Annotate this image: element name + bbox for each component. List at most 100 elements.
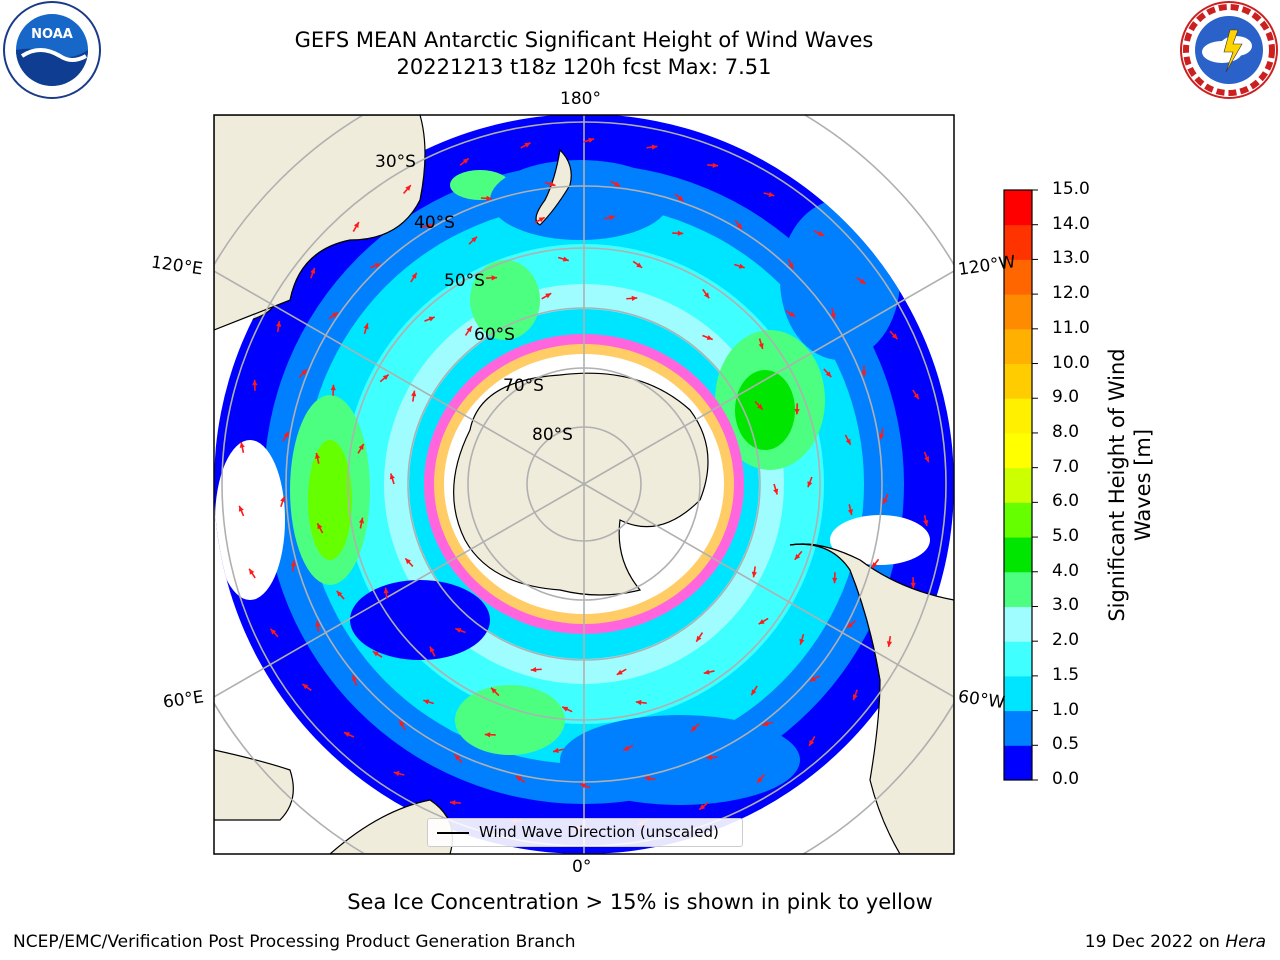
wind-arrow-head: [751, 689, 757, 696]
colorbar-tick-label: 13.0: [1052, 248, 1090, 269]
lat-label-70s: 70°S: [503, 376, 544, 396]
wind-arrow-head: [290, 560, 297, 567]
wind-arrow-head: [363, 323, 369, 330]
wind-arrow-head: [524, 142, 531, 148]
colorbar-segment: [1004, 606, 1032, 642]
wind-arrow-head: [239, 442, 245, 448]
wind-arrow-head: [677, 195, 684, 202]
lat-label-30s: 30°S: [375, 152, 416, 172]
colorbar-tick-label: 12.0: [1052, 283, 1090, 304]
wind-arrow-head: [762, 721, 769, 727]
legend-label: Wind Wave Direction (unscaled): [479, 823, 719, 841]
wind-arrow-head: [758, 619, 765, 625]
wind-arrow-head: [677, 230, 684, 236]
wind-arrow-head: [405, 558, 411, 565]
wind-arrow-head: [374, 263, 381, 269]
wind-arrow-head: [358, 517, 365, 524]
wind-arrow-head: [757, 777, 763, 783]
wind-arrow-head: [449, 800, 456, 806]
wind-arrow-head: [768, 191, 775, 197]
colorbar-segment: [1004, 432, 1032, 469]
wind-arrow-head: [515, 776, 522, 782]
colorbar-segment: [1004, 675, 1032, 712]
wind-arrow-head: [552, 747, 559, 754]
svg-text:NOAA: NOAA: [31, 27, 73, 42]
wind-arrow-head: [491, 275, 498, 281]
colorbar-tick-label: 7.0: [1052, 456, 1080, 477]
wind-arrow-head: [910, 582, 916, 589]
wind-arrow-head: [703, 669, 710, 675]
colorbar-segment: [1004, 571, 1032, 607]
wind-arrow-head: [690, 725, 697, 732]
colorbar-segment: [1004, 259, 1032, 295]
colorbar-tick-label: 1.5: [1052, 664, 1080, 685]
map-legend: Wind Wave Direction (unscaled): [427, 818, 743, 847]
wind-arrow-head: [712, 162, 719, 168]
wind-arrow-head: [845, 438, 851, 445]
wind-arrow-head: [703, 292, 710, 299]
wind-arrow-head: [588, 137, 595, 143]
lon-label-0: 0°: [572, 857, 592, 877]
wind-arrow-head: [614, 181, 621, 187]
wind-arrow-head: [317, 523, 323, 530]
wind-arrow-head: [699, 804, 706, 810]
wind-arrow-head: [332, 312, 338, 318]
colorbar-tick-label: 3.0: [1052, 595, 1080, 616]
colorbar-segment: [1004, 328, 1032, 365]
lat-label-80s: 80°S: [532, 425, 573, 445]
wind-wave-arrows: [238, 137, 930, 831]
colorbar-tick-label: 6.0: [1052, 491, 1080, 512]
wind-arrow-head: [382, 374, 389, 381]
wind-arrow-head: [545, 293, 552, 299]
wind-arrow-head: [879, 433, 885, 440]
colorbar-tick-label: 5.0: [1052, 526, 1080, 547]
colorbar-tick-label: 4.0: [1052, 560, 1080, 581]
wind-arrow-head: [429, 646, 435, 653]
wind-arrow-head: [330, 384, 336, 391]
wind-arrow-head: [580, 783, 587, 789]
colorbar-tick-label: 0.0: [1052, 769, 1080, 789]
colorbar-tick-label: 0.5: [1052, 734, 1080, 755]
wind-arrow-head: [736, 223, 742, 230]
wind-arrow-head: [751, 571, 757, 578]
wind-arrow-head: [238, 505, 244, 512]
wind-arrow-head: [818, 230, 825, 236]
lon-label-180: 180°: [560, 89, 601, 109]
wind-arrow-head: [758, 343, 764, 350]
colorbar-tick-label: 11.0: [1052, 317, 1090, 338]
wind-arrow-head: [466, 326, 472, 333]
colorbar-tick-label: 15.0: [1052, 179, 1090, 199]
wind-arrow-head: [411, 390, 417, 397]
wind-arrow-head: [609, 214, 616, 221]
wind-arrow-head: [302, 684, 309, 690]
nws-logo: [1180, 1, 1278, 99]
wind-arrow-head: [810, 676, 817, 682]
wind-arrow-head: [859, 278, 866, 284]
wind-arrow-head: [399, 720, 405, 727]
sea-ice-note: Sea Ice Concentration > 15% is shown in …: [347, 890, 933, 914]
wind-arrow-head: [794, 408, 800, 415]
wind-arrow-head: [530, 667, 537, 673]
colorbar-segment: [1004, 294, 1032, 330]
wind-arrow-head: [706, 754, 712, 761]
wind-arrow-head: [830, 313, 836, 319]
wind-arrow-head: [411, 272, 417, 279]
wind-arrow-head: [799, 638, 805, 645]
wind-arrow-head: [562, 256, 569, 262]
wind-arrow-head: [706, 335, 713, 340]
wind-arrow-head: [809, 739, 815, 746]
wind-arrow-head: [757, 403, 763, 410]
wind-arrow-head: [631, 295, 638, 301]
footer-date: 19 Dec 2022 on Hera: [1085, 932, 1266, 952]
colorbar-tick-label: 10.0: [1052, 352, 1090, 373]
wind-arrow-head: [275, 321, 282, 327]
colorbar-segment: [1004, 363, 1032, 399]
colorbar-segment: [1004, 502, 1032, 538]
legend-line: [437, 832, 469, 834]
wind-arrow-head: [861, 371, 867, 377]
wind-arrow-head: [484, 732, 491, 738]
wind-arrow-head: [807, 481, 813, 488]
lat-label-40s: 40°S: [414, 213, 455, 233]
wave-max-region: [455, 685, 565, 755]
wind-arrow-head: [789, 311, 796, 317]
